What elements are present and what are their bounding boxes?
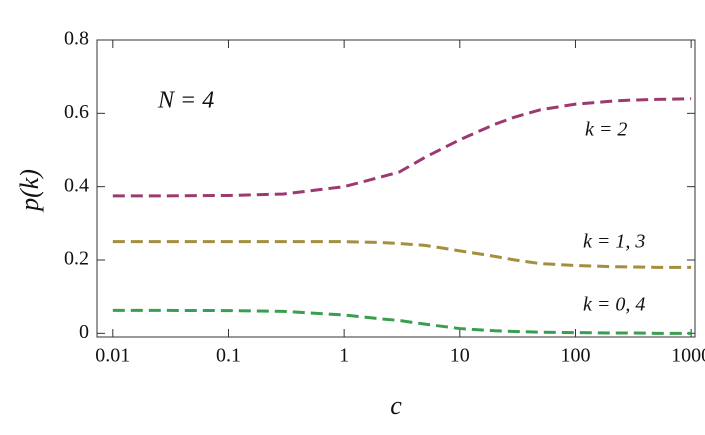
plot-frame xyxy=(96,39,696,338)
series-line xyxy=(112,97,692,198)
series-label: k = 1, 3 xyxy=(583,231,645,253)
y-axis-label: p(k) xyxy=(15,169,44,213)
y-tick-label: 0 xyxy=(79,321,89,343)
x-axis-label: c xyxy=(390,391,402,420)
x-tick-label: 0.1 xyxy=(216,345,241,367)
series-label: k = 0, 4 xyxy=(583,294,645,316)
series-line xyxy=(112,240,692,269)
y-tick-label: 0.2 xyxy=(64,248,89,270)
y-tick-label: 0.4 xyxy=(64,174,89,196)
y-tick-label: 0.8 xyxy=(64,28,89,50)
x-tick-label: 0.01 xyxy=(95,345,130,367)
series-label: k = 2 xyxy=(585,119,627,141)
x-tick-label: 100 xyxy=(560,345,590,367)
series-line xyxy=(112,308,692,335)
x-tick-label: 1 xyxy=(339,345,349,367)
y-tick-label: 0.6 xyxy=(64,101,89,123)
x-tick-label: 10 xyxy=(450,345,470,367)
annotation: N = 4 xyxy=(157,88,214,114)
